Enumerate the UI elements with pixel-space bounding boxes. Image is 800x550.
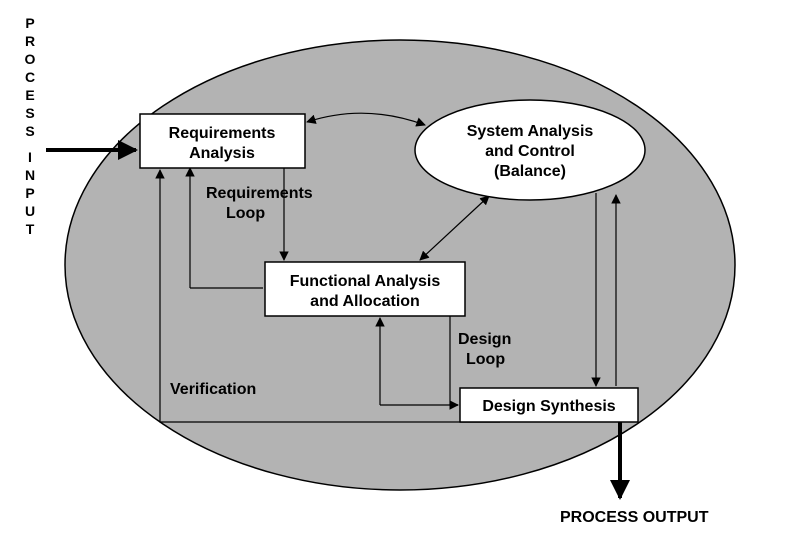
- svg-text:Requirements: Requirements: [169, 125, 276, 142]
- svg-text:P: P: [25, 185, 34, 201]
- svg-text:S: S: [25, 123, 34, 139]
- node-design-synthesis: Design Synthesis: [460, 388, 638, 422]
- svg-text:Analysis: Analysis: [189, 145, 255, 162]
- svg-text:E: E: [25, 87, 34, 103]
- svg-text:S: S: [25, 105, 34, 121]
- svg-text:R: R: [25, 33, 35, 49]
- svg-text:(Balance): (Balance): [494, 163, 566, 180]
- svg-text:I: I: [28, 149, 32, 165]
- svg-text:P: P: [25, 15, 34, 31]
- label-requirements-loop-2: Loop: [226, 205, 265, 222]
- systems-engineering-diagram: P R O C E S S I N P U T Requirements Loo…: [0, 0, 800, 550]
- svg-text:System Analysis: System Analysis: [467, 123, 594, 140]
- svg-text:Design Synthesis: Design Synthesis: [482, 398, 615, 415]
- process-input-label: P R O C E S S I N P U T: [25, 15, 36, 237]
- svg-text:T: T: [26, 221, 35, 237]
- label-design-loop-2: Loop: [466, 351, 505, 368]
- svg-text:C: C: [25, 69, 35, 85]
- svg-text:N: N: [25, 167, 35, 183]
- svg-text:and Allocation: and Allocation: [310, 293, 420, 310]
- node-functional-analysis: Functional Analysis and Allocation: [265, 262, 465, 316]
- process-output-label: PROCESS OUTPUT: [560, 509, 709, 526]
- svg-text:U: U: [25, 203, 35, 219]
- label-verification: Verification: [170, 381, 256, 398]
- svg-text:Functional Analysis: Functional Analysis: [290, 273, 441, 290]
- svg-text:O: O: [25, 51, 36, 67]
- node-system-analysis-control: System Analysis and Control (Balance): [415, 100, 645, 200]
- svg-text:and Control: and Control: [485, 143, 575, 160]
- label-design-loop: Design: [458, 331, 511, 348]
- label-requirements-loop: Requirements: [206, 185, 313, 202]
- node-requirements-analysis: Requirements Analysis: [140, 114, 305, 168]
